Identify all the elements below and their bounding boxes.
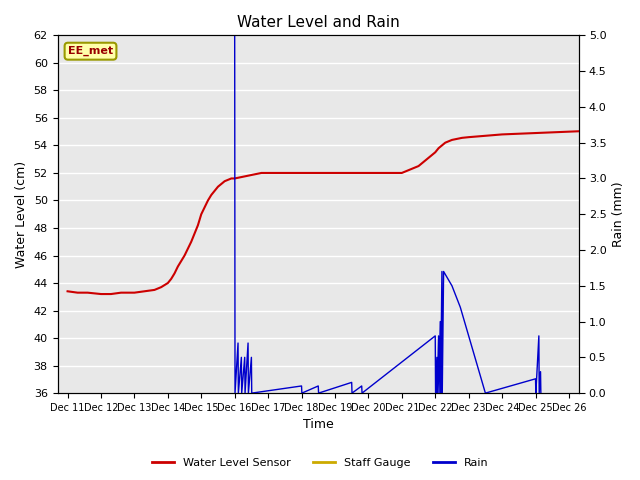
X-axis label: Time: Time — [303, 419, 333, 432]
Title: Water Level and Rain: Water Level and Rain — [237, 15, 399, 30]
Text: EE_met: EE_met — [68, 46, 113, 56]
Y-axis label: Rain (mm): Rain (mm) — [612, 181, 625, 247]
Legend: Water Level Sensor, Staff Gauge, Rain: Water Level Sensor, Staff Gauge, Rain — [147, 453, 493, 472]
Y-axis label: Water Level (cm): Water Level (cm) — [15, 161, 28, 268]
